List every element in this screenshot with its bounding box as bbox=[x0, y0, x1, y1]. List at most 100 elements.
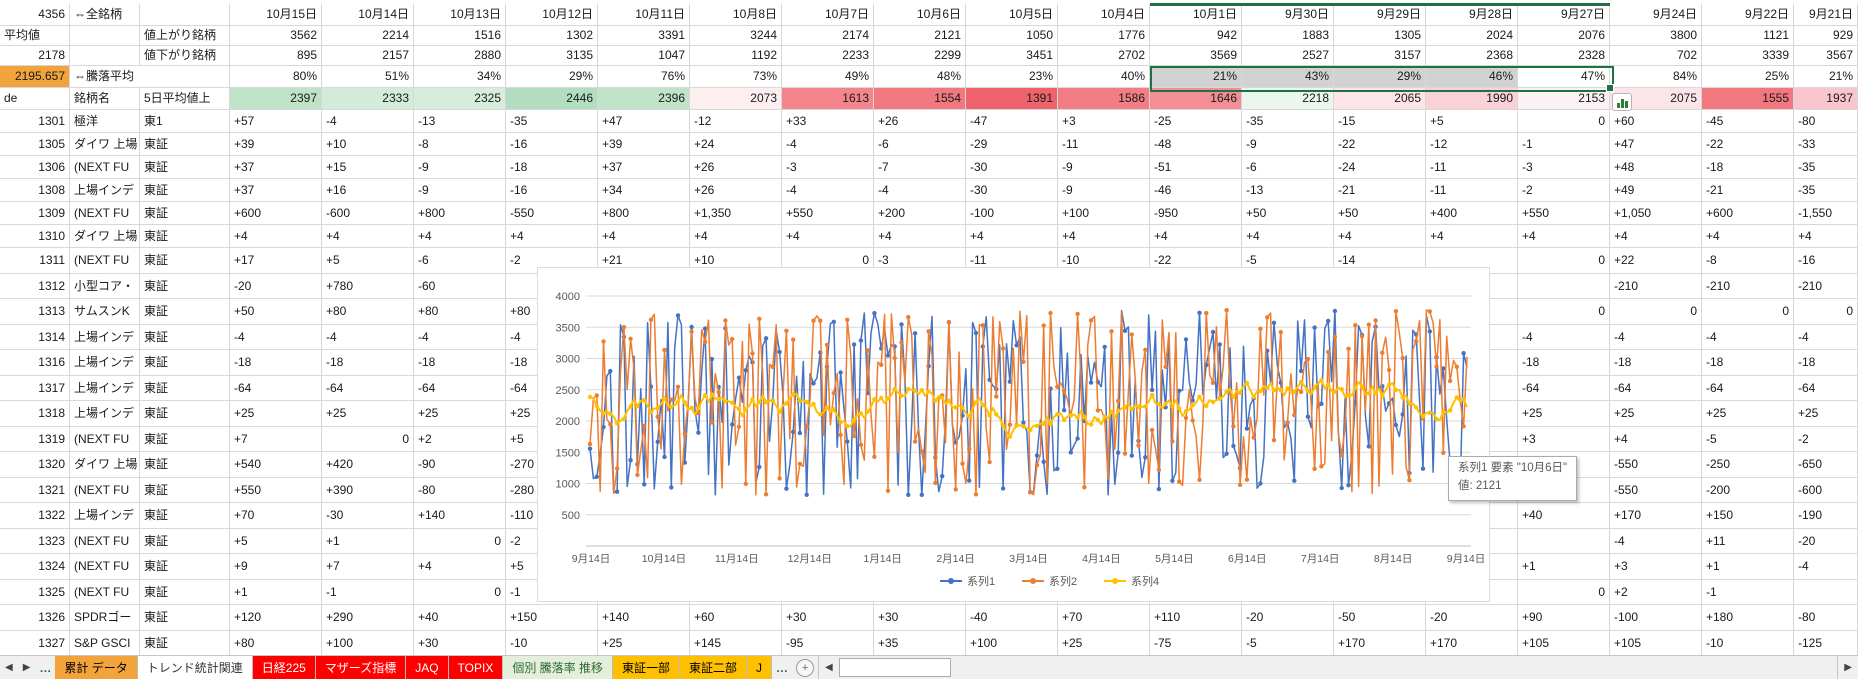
stock-code-cell[interactable]: 1313 bbox=[0, 299, 70, 325]
stock-value-cell[interactable]: -6 bbox=[414, 248, 506, 274]
avg5-value-cell[interactable]: 1613 bbox=[782, 88, 874, 110]
sheet-tab-7[interactable]: 個別 騰落率 推移 bbox=[503, 656, 614, 679]
stock-value-cell[interactable]: -80 bbox=[414, 477, 506, 503]
stock-value-cell[interactable]: -4 bbox=[1610, 324, 1702, 350]
stock-value-cell[interactable]: -15 bbox=[1334, 110, 1426, 133]
stock-value-cell[interactable]: +3 bbox=[1518, 426, 1610, 452]
updown-pct-cell[interactable]: 21% bbox=[1794, 66, 1858, 88]
decliners-count-cell[interactable]: 2299 bbox=[874, 46, 966, 66]
stock-code-cell[interactable]: 1305 bbox=[0, 133, 70, 156]
avg-value-cell[interactable]: 2178 bbox=[0, 46, 70, 66]
stock-value-cell[interactable]: +4 bbox=[230, 225, 322, 248]
stock-value-cell[interactable]: -29 bbox=[966, 133, 1058, 156]
stock-market-cell[interactable]: 東証 bbox=[140, 375, 230, 401]
updown-pct-cell[interactable]: 49% bbox=[782, 66, 874, 88]
stock-value-cell[interactable]: -18 bbox=[322, 350, 414, 376]
decliners-count-cell[interactable]: 3339 bbox=[1702, 46, 1794, 66]
stock-value-cell[interactable]: +7 bbox=[230, 426, 322, 452]
sheet-tab-10[interactable]: J bbox=[747, 656, 773, 679]
stock-value-cell[interactable]: +10 bbox=[322, 133, 414, 156]
stock-value-cell[interactable]: +2 bbox=[1610, 579, 1702, 605]
stock-value-cell[interactable]: -30 bbox=[322, 503, 414, 529]
stock-name-cell[interactable]: (NEXT FU bbox=[70, 528, 140, 554]
advancers-count-cell[interactable]: 942 bbox=[1150, 26, 1242, 46]
avg5-value-cell[interactable]: 1554 bbox=[874, 88, 966, 110]
stock-value-cell[interactable]: +4 bbox=[966, 225, 1058, 248]
stock-value-cell[interactable]: +100 bbox=[966, 630, 1058, 656]
stock-value-cell[interactable]: +25 bbox=[598, 630, 690, 656]
stock-value-cell[interactable]: -1 bbox=[1702, 579, 1794, 605]
stock-value-cell[interactable]: -24 bbox=[1334, 156, 1426, 179]
stock-value-cell[interactable]: +47 bbox=[598, 110, 690, 133]
avg5-value-cell[interactable]: 1646 bbox=[1150, 88, 1242, 110]
stock-code-cell[interactable]: 1318 bbox=[0, 401, 70, 427]
stock-value-cell[interactable]: -12 bbox=[1426, 133, 1518, 156]
stock-market-cell[interactable]: 東証 bbox=[140, 503, 230, 529]
stock-value-cell[interactable]: 0 bbox=[1518, 110, 1610, 133]
stock-value-cell[interactable]: -1,550 bbox=[1794, 202, 1858, 225]
stock-value-cell[interactable]: +15 bbox=[322, 156, 414, 179]
hscroll-left-icon[interactable]: ◀ bbox=[818, 656, 839, 679]
stock-value-cell[interactable]: -9 bbox=[1242, 133, 1334, 156]
stock-value-cell[interactable]: -48 bbox=[1150, 133, 1242, 156]
stock-value-cell[interactable]: +50 bbox=[230, 299, 322, 325]
sheet-tab-6[interactable]: TOPIX bbox=[448, 656, 504, 679]
stock-name-cell[interactable]: (NEXT FU bbox=[70, 426, 140, 452]
stock-value-cell[interactable]: -8 bbox=[1702, 248, 1794, 274]
stock-value-cell[interactable]: -30 bbox=[966, 156, 1058, 179]
stock-name-cell[interactable]: (NEXT FU bbox=[70, 156, 140, 179]
advancers-count-cell[interactable]: 1305 bbox=[1334, 26, 1426, 46]
stock-value-cell[interactable]: -80 bbox=[1794, 605, 1858, 631]
stock-value-cell[interactable]: +550 bbox=[230, 477, 322, 503]
stock-market-cell[interactable]: 東証 bbox=[140, 248, 230, 274]
stock-name-cell[interactable]: (NEXT FU bbox=[70, 202, 140, 225]
stock-code-cell[interactable]: 1322 bbox=[0, 503, 70, 529]
decliners-count-cell[interactable]: 895 bbox=[230, 46, 322, 66]
stock-value-cell[interactable]: +4 bbox=[1702, 225, 1794, 248]
column-header-date[interactable]: 9月24日 bbox=[1610, 4, 1702, 26]
stock-name-cell[interactable]: 上場インデ bbox=[70, 375, 140, 401]
stock-value-cell[interactable]: +35 bbox=[874, 630, 966, 656]
stock-value-cell[interactable]: +80 bbox=[322, 299, 414, 325]
sheet-tab-3[interactable]: 日経225 bbox=[252, 656, 316, 679]
stock-value-cell[interactable]: -90 bbox=[414, 452, 506, 478]
stock-value-cell[interactable]: +800 bbox=[414, 202, 506, 225]
advancers-count-cell[interactable]: 1516 bbox=[414, 26, 506, 46]
stock-value-cell[interactable]: -13 bbox=[1242, 179, 1334, 202]
avg5-value-cell[interactable]: 1990 bbox=[1426, 88, 1518, 110]
updown-average-value-cell[interactable]: 2195.657 bbox=[0, 66, 70, 88]
stock-value-cell[interactable]: +4 bbox=[414, 225, 506, 248]
stock-value-cell[interactable]: -16 bbox=[506, 179, 598, 202]
stock-value-cell[interactable]: +17 bbox=[230, 248, 322, 274]
decliners-count-cell[interactable]: 3569 bbox=[1150, 46, 1242, 66]
advancers-label-cell[interactable]: 値上がり銘柄 bbox=[140, 26, 230, 46]
add-sheet-button[interactable]: + bbox=[796, 659, 815, 677]
stock-market-cell[interactable]: 東証 bbox=[140, 528, 230, 554]
stock-value-cell[interactable]: +25 bbox=[1610, 401, 1702, 427]
updown-average-label-cell[interactable]: ⇔騰落平均 bbox=[70, 66, 230, 88]
column-header-date[interactable]: 9月22日 bbox=[1702, 4, 1794, 26]
stock-value-cell[interactable]: +4 bbox=[414, 554, 506, 580]
stock-value-cell[interactable] bbox=[1794, 579, 1858, 605]
stock-market-cell[interactable]: 東証 bbox=[140, 554, 230, 580]
stock-market-cell[interactable]: 東1 bbox=[140, 110, 230, 133]
stock-value-cell[interactable]: -550 bbox=[1610, 452, 1702, 478]
avg5-column-header[interactable]: 5日平均値上 bbox=[140, 88, 230, 110]
grid-cell[interactable] bbox=[70, 26, 140, 46]
stock-name-cell[interactable]: (NEXT FU bbox=[70, 554, 140, 580]
stock-value-cell[interactable]: -9 bbox=[1058, 179, 1150, 202]
stock-value-cell[interactable]: +25 bbox=[1794, 401, 1858, 427]
stock-value-cell[interactable]: +3 bbox=[1058, 110, 1150, 133]
stock-name-cell[interactable]: 上場インデ bbox=[70, 350, 140, 376]
stock-value-cell[interactable]: -8 bbox=[414, 133, 506, 156]
stock-value-cell[interactable]: +4 bbox=[1058, 225, 1150, 248]
stock-name-cell[interactable]: 極洋 bbox=[70, 110, 140, 133]
updown-pct-cell[interactable]: 76% bbox=[598, 66, 690, 88]
updown-pct-cell[interactable]: 34% bbox=[414, 66, 506, 88]
stock-value-cell[interactable]: 0 bbox=[322, 426, 414, 452]
stock-code-cell[interactable]: 1314 bbox=[0, 324, 70, 350]
stock-value-cell[interactable]: -9 bbox=[1058, 156, 1150, 179]
updown-pct-cell[interactable]: 40% bbox=[1058, 66, 1150, 88]
stock-value-cell[interactable]: -3 bbox=[782, 156, 874, 179]
advancers-count-cell[interactable]: 2121 bbox=[874, 26, 966, 46]
